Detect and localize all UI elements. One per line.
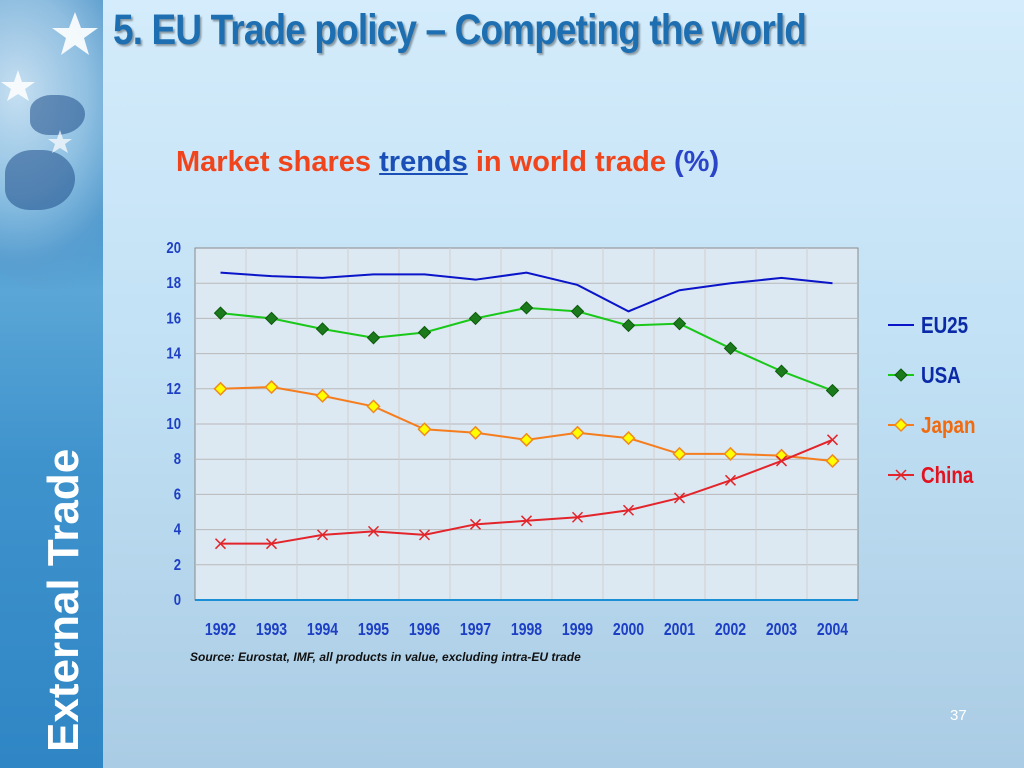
legend-label: China xyxy=(921,463,974,488)
data-point xyxy=(213,381,228,396)
slide-title: 5. EU Trade policy – Competing the world xyxy=(113,6,807,54)
data-point xyxy=(622,504,635,516)
chart-title-part: in world trade xyxy=(467,146,675,178)
series-china xyxy=(214,434,839,550)
y-tick-label: 12 xyxy=(166,381,181,398)
legend-item-china: China xyxy=(888,463,974,488)
x-tick-label: 1998 xyxy=(511,619,542,639)
x-tick-label: 1993 xyxy=(256,619,287,639)
eu-stars-decoration xyxy=(1,12,98,153)
data-point xyxy=(893,417,909,433)
x-tick-label: 1999 xyxy=(562,619,593,639)
data-point xyxy=(723,446,738,461)
data-point xyxy=(724,474,737,486)
y-tick-label: 0 xyxy=(174,592,181,609)
legend-item-japan: Japan xyxy=(888,413,975,438)
data-point xyxy=(894,368,908,382)
data-point xyxy=(520,515,533,527)
data-point xyxy=(316,529,329,541)
star-icon xyxy=(1,70,35,101)
y-tick-label: 20 xyxy=(166,240,181,257)
x-tick-label: 2004 xyxy=(817,619,848,639)
sidebar-banner: External Trade xyxy=(0,0,103,768)
data-point xyxy=(315,322,330,336)
data-point xyxy=(469,518,482,530)
data-point xyxy=(264,311,279,326)
data-point xyxy=(417,325,432,340)
legend-item-eu25: EU25 xyxy=(888,313,968,338)
legend-label: EU25 xyxy=(921,313,968,338)
chart-title-unit: (%) xyxy=(674,146,720,178)
data-point xyxy=(825,383,840,398)
data-point xyxy=(571,511,584,523)
map-shape xyxy=(30,95,85,135)
data-point xyxy=(214,538,227,550)
data-point xyxy=(367,525,380,537)
data-point xyxy=(265,538,278,550)
legend-label: USA xyxy=(921,363,961,388)
data-point xyxy=(264,379,279,395)
data-point xyxy=(570,425,585,440)
line-chart: 0 2 4 6 8 10 12 14 16 18 20 1992 1993 1994 1995 1996 199… xyxy=(150,235,1000,650)
x-tick-label: 1992 xyxy=(205,619,236,639)
sidebar-text-label: External Trade xyxy=(39,449,88,752)
data-point xyxy=(468,311,483,326)
data-point xyxy=(723,341,738,356)
data-point xyxy=(774,364,789,378)
data-point xyxy=(468,425,483,440)
line-chart-svg: 0 2 4 6 8 10 12 14 16 18 20 1992 1993 1994 1995 1996 199… xyxy=(166,240,975,640)
data-point xyxy=(775,455,788,467)
data-point xyxy=(570,304,585,319)
data-point xyxy=(621,431,636,446)
source-note: Source: Eurostat, IMF, all products in v… xyxy=(190,650,581,664)
data-point xyxy=(826,434,839,446)
data-point xyxy=(519,301,534,315)
series-eu25 xyxy=(220,271,833,313)
chart-title: Market shares trends in world trade (%) xyxy=(176,146,719,179)
data-point xyxy=(366,331,381,345)
data-point xyxy=(673,492,686,504)
x-tick-label: 1995 xyxy=(358,619,389,639)
x-tick-label: 2001 xyxy=(664,619,695,639)
sidebar-text: External Trade xyxy=(18,440,90,760)
y-tick-label: 4 xyxy=(174,521,182,538)
data-point xyxy=(621,318,636,333)
x-tick-label: 2002 xyxy=(715,619,746,639)
data-point xyxy=(418,529,431,541)
data-point xyxy=(366,399,381,414)
x-tick-label: 2000 xyxy=(613,619,644,639)
y-tick-label: 10 xyxy=(166,416,181,433)
data-point xyxy=(213,306,228,320)
data-point xyxy=(519,432,534,447)
legend-item-usa: USA xyxy=(888,363,961,388)
series-line xyxy=(220,271,833,313)
y-tick-label: 14 xyxy=(166,345,181,362)
y-tick-label: 6 xyxy=(174,486,181,503)
star-icon xyxy=(52,12,98,55)
x-tick-label: 1994 xyxy=(307,619,338,639)
y-tick-label: 2 xyxy=(174,557,181,574)
data-point xyxy=(672,446,687,461)
series-japan xyxy=(213,379,840,469)
y-tick-label: 8 xyxy=(174,451,181,468)
y-tick-label: 18 xyxy=(166,275,181,292)
data-point xyxy=(315,388,330,403)
data-point xyxy=(825,453,840,469)
data-point xyxy=(672,316,687,331)
data-point xyxy=(895,469,907,481)
star-icon xyxy=(48,130,72,153)
page-number: 37 xyxy=(950,707,967,724)
x-tick-label: 1996 xyxy=(409,619,440,639)
x-tick-label: 1997 xyxy=(460,619,491,639)
legend-label: Japan xyxy=(921,413,975,438)
y-tick-label: 16 xyxy=(166,310,181,327)
data-point xyxy=(417,422,432,437)
map-shape xyxy=(5,150,75,210)
chart-title-emphasis: trends xyxy=(379,146,468,178)
series-usa xyxy=(213,301,840,398)
chart-title-part: Market shares xyxy=(176,146,380,178)
x-tick-label: 2003 xyxy=(766,619,797,639)
